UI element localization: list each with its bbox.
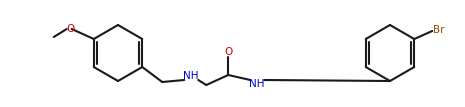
Text: NH: NH <box>250 79 265 89</box>
Text: NH: NH <box>184 71 199 81</box>
Text: Br: Br <box>433 25 445 35</box>
Text: O: O <box>66 24 75 34</box>
Text: O: O <box>224 47 232 57</box>
